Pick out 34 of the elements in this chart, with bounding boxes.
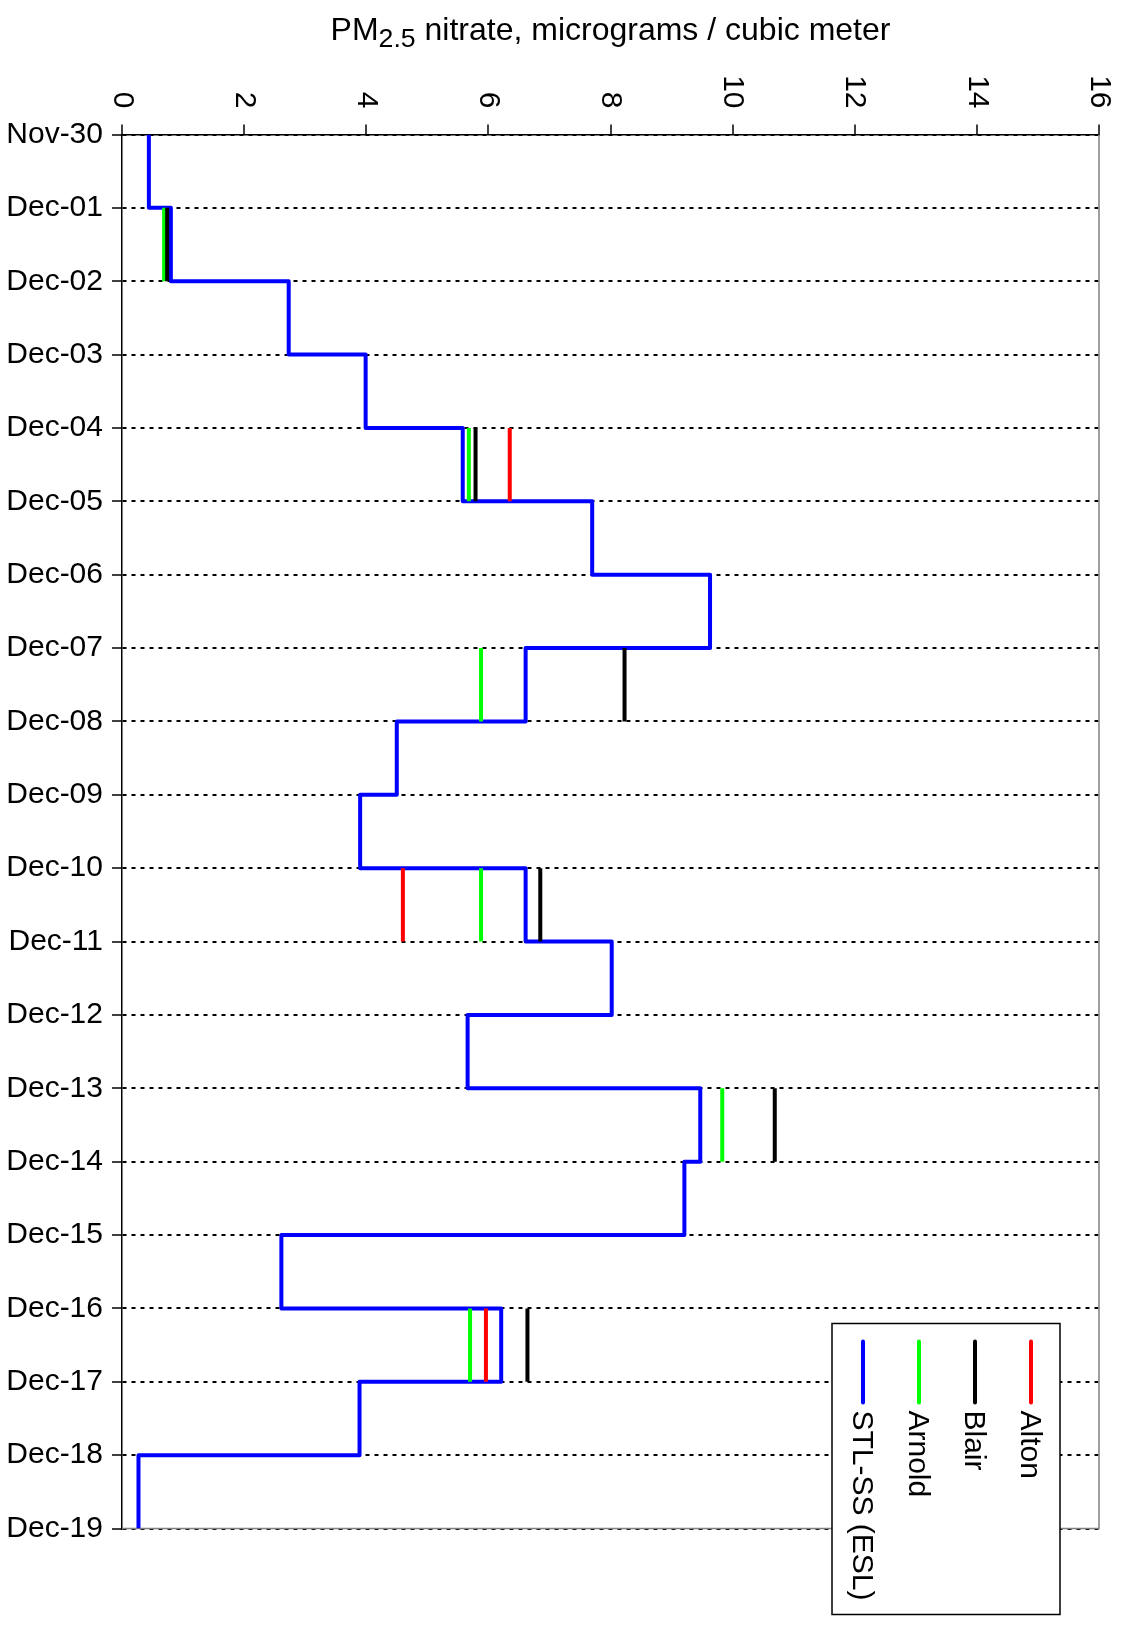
x-axis-title: PM$_{2.5}$ nitrate, micrograms / cubic meter — [329, 10, 892, 56]
y-tick-label: Dec-09 — [6, 776, 103, 810]
x-tick-label: 10 — [718, 75, 752, 109]
y-tick-label: Dec-18 — [6, 1436, 103, 1470]
y-tick-label: Dec-10 — [6, 849, 103, 883]
y-tick-label: Dec-02 — [6, 262, 103, 296]
x-tick-label: 6 — [474, 91, 508, 109]
legend-label: Blair — [958, 1410, 992, 1471]
y-tick-label: Dec-13 — [6, 1069, 103, 1103]
y-tick-label: Dec-01 — [6, 189, 103, 223]
x-tick-label: 4 — [351, 91, 385, 109]
y-tick-label: Dec-15 — [6, 1216, 103, 1250]
y-tick-label: Dec-08 — [6, 702, 103, 736]
legend-label: STL-SS (ESL) — [846, 1410, 880, 1601]
y-tick-label: Nov-30 — [6, 115, 103, 149]
x-tick-label: 16 — [1084, 75, 1118, 109]
y-tick-label: Dec-07 — [6, 629, 103, 663]
y-tick-label: Dec-17 — [6, 1363, 103, 1397]
y-tick-label: Dec-16 — [6, 1289, 103, 1323]
y-tick-label: Dec-05 — [6, 482, 103, 516]
y-tick-label: Dec-12 — [6, 996, 103, 1030]
y-tick-label: Dec-04 — [6, 409, 103, 443]
x-tick-label: 8 — [596, 91, 630, 109]
y-tick-label: Dec-14 — [6, 1142, 103, 1176]
x-tick-label: 2 — [229, 91, 263, 109]
y-tick-label: Dec-06 — [6, 555, 103, 589]
x-tick-label: 12 — [840, 75, 874, 109]
legend-label: Arnold — [902, 1410, 936, 1498]
x-tick-label: 0 — [107, 91, 141, 109]
y-tick-label: Dec-11 — [8, 922, 103, 956]
y-tick-label: Dec-03 — [6, 335, 103, 369]
x-tick-label: 14 — [962, 75, 996, 109]
y-tick-label: Dec-19 — [6, 1509, 103, 1543]
legend-label: Alton — [1014, 1410, 1048, 1479]
